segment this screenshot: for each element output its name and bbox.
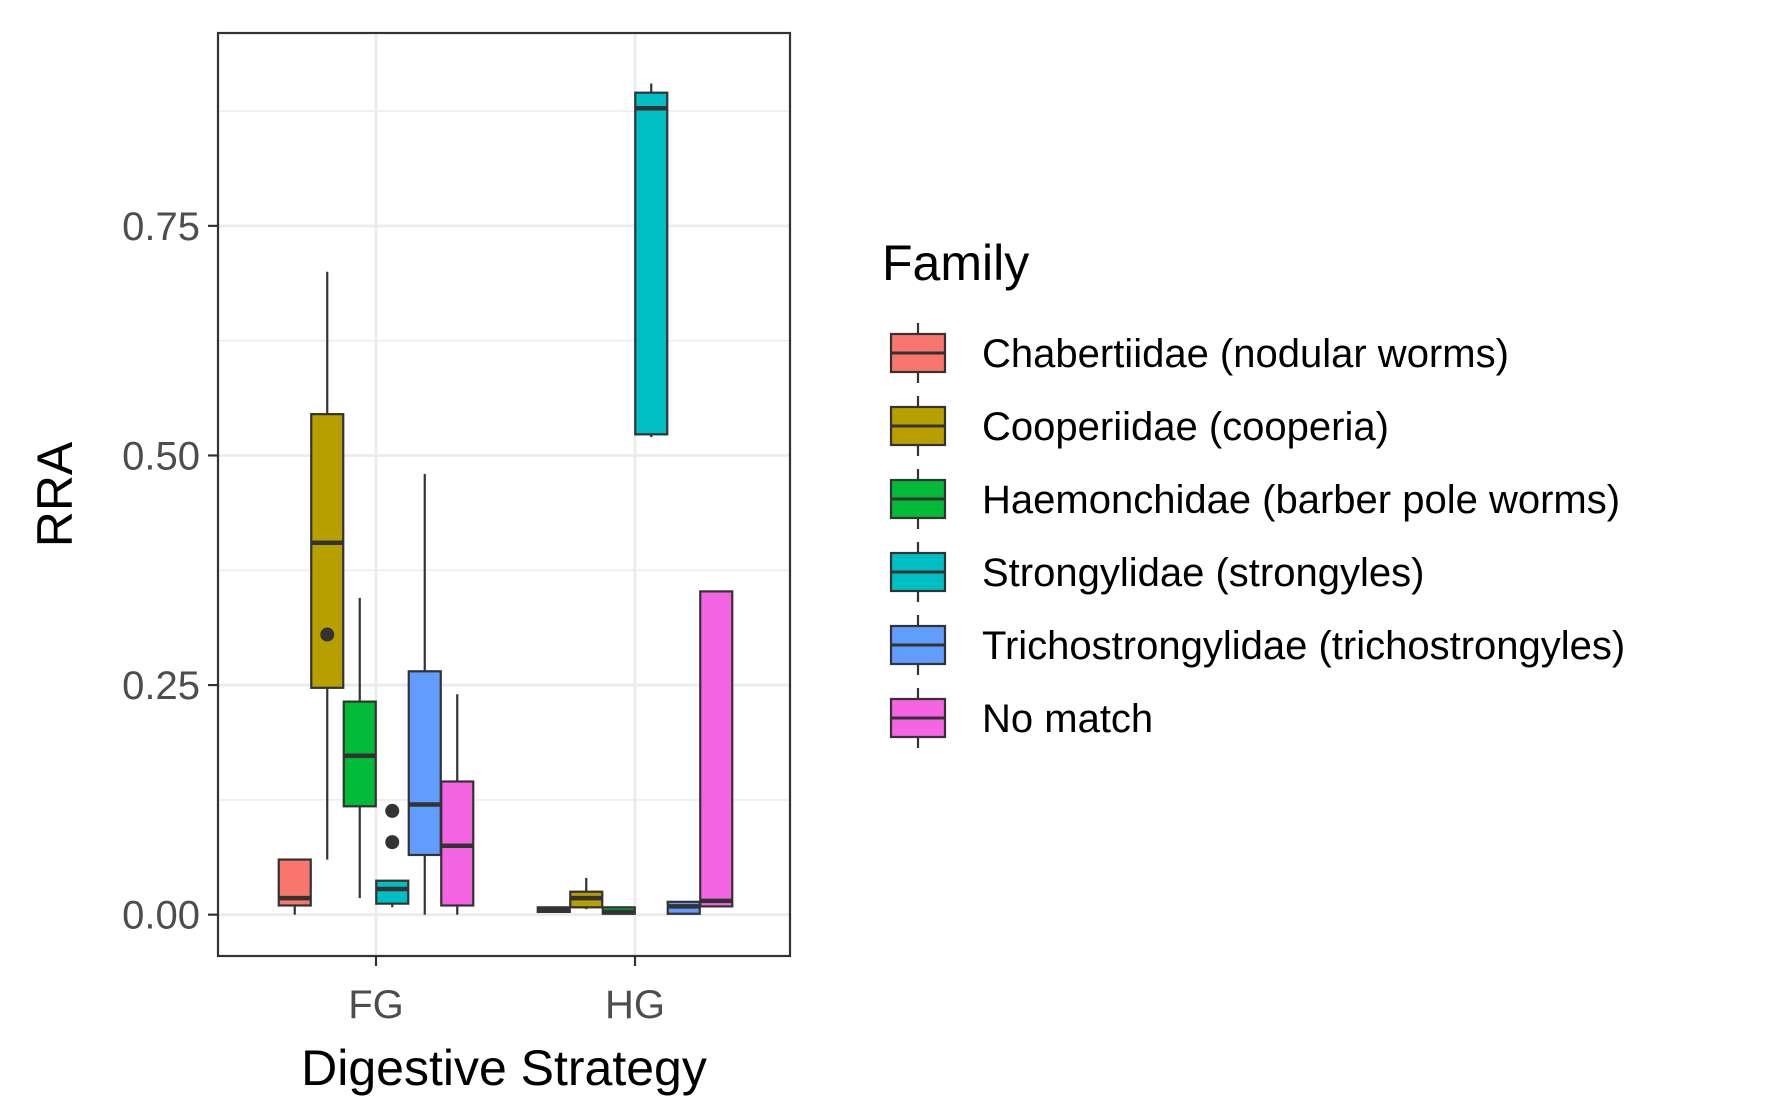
legend-label: Chabertiidae (nodular worms) <box>982 332 1509 376</box>
box-FG-1 <box>310 271 345 860</box>
y-axis-title: RRA <box>27 441 83 547</box>
y-tick-label: 0.00 <box>122 894 200 938</box>
x-tick-label: HG <box>605 983 665 1027</box>
legend-label: Cooperiidae (cooperia) <box>982 405 1389 449</box>
box-FG-4 <box>407 473 442 915</box>
box-FG-3 <box>375 803 410 908</box>
legend: Family Chabertiidae (nodular worms) Cooper… <box>882 235 1625 748</box>
box <box>699 590 734 908</box>
y-tick-label: 0.50 <box>122 434 200 478</box>
box-HG-0 <box>536 906 571 914</box>
box-HG-4 <box>666 900 701 915</box>
panel-border <box>216 31 792 958</box>
legend-item: Strongylidae (strongyles) <box>889 542 1424 602</box>
outlier-point <box>320 627 335 642</box>
boxplots <box>277 83 734 915</box>
legend-label: Strongylidae (strongyles) <box>982 551 1424 595</box>
legend-label: No match <box>982 697 1153 741</box>
x-axis-title: Digestive Strategy <box>301 1040 707 1096</box>
box <box>375 879 410 905</box>
legend-item: Chabertiidae (nodular worms) <box>889 323 1509 383</box>
box-FG-5 <box>440 694 475 915</box>
box-FG-0 <box>277 858 312 915</box>
box <box>310 413 345 689</box>
box <box>407 670 442 857</box>
y-tick-label: 0.25 <box>122 664 200 708</box>
grid <box>218 33 790 956</box>
x-tick-label: FG <box>348 983 404 1027</box>
legend-title: Family <box>882 235 1029 291</box>
outlier-point <box>385 835 400 850</box>
legend-item: No match <box>889 688 1153 748</box>
legend-item: Haemonchidae (barber pole worms) <box>889 469 1620 529</box>
box <box>634 91 669 436</box>
legend-label: Trichostrongylidae (trichostrongyles) <box>982 624 1625 668</box>
legend-item: Cooperiidae (cooperia) <box>889 396 1389 456</box>
legend-label: Haemonchidae (barber pole worms) <box>982 478 1620 522</box>
box <box>440 780 475 907</box>
box-HG-1 <box>569 877 604 910</box>
axes: 0.00 0.25 0.50 0.75 FG HG <box>122 205 665 1027</box>
outlier-point <box>385 803 400 818</box>
box-HG-3 <box>634 83 669 438</box>
box-HG-2 <box>601 906 636 915</box>
y-tick-label: 0.75 <box>122 205 200 249</box>
legend-item: Trichostrongylidae (trichostrongyles) <box>889 615 1625 675</box>
box-HG-5 <box>699 590 734 908</box>
box-FG-2 <box>342 597 377 899</box>
